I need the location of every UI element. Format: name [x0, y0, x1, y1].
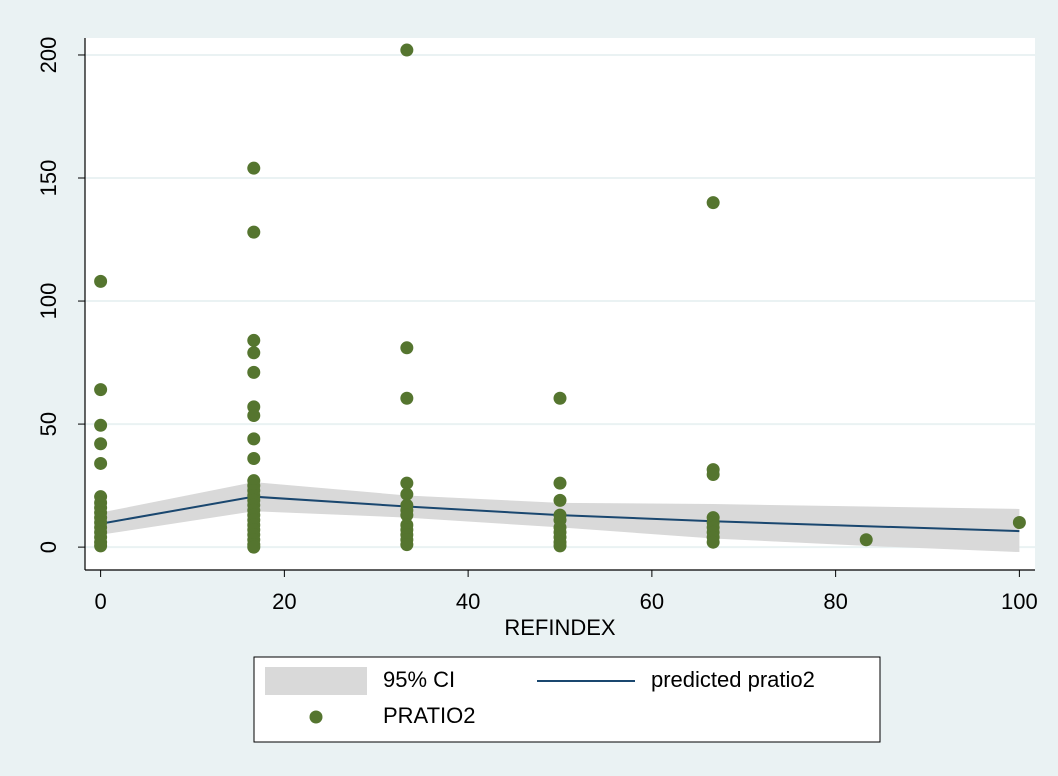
x-tick-label: 0: [94, 589, 106, 614]
point: [706, 196, 720, 210]
legend-swatch: [309, 710, 323, 724]
legend-label: PRATIO2: [383, 703, 476, 728]
point: [247, 540, 261, 554]
point: [94, 274, 108, 288]
point: [553, 539, 567, 553]
point: [553, 476, 567, 490]
marks: [94, 43, 1026, 554]
point: [400, 476, 414, 490]
point: [247, 432, 261, 446]
point: [400, 341, 414, 355]
x-tick-label: 80: [823, 589, 847, 614]
x-tick-label: 20: [272, 589, 296, 614]
y-tick-label: 200: [36, 37, 61, 74]
legend: 95% CI predicted pratio2 PRATIO2: [265, 667, 815, 728]
point: [706, 535, 720, 549]
point: [247, 161, 261, 175]
y-tick-label: 100: [36, 283, 61, 320]
y-tick-label: 150: [36, 160, 61, 197]
point: [706, 468, 720, 482]
point: [400, 538, 414, 552]
point: [553, 493, 567, 507]
point: [1012, 516, 1026, 530]
x-tick-label: 60: [640, 589, 664, 614]
point: [859, 533, 873, 547]
y-tick-label: 0: [36, 541, 61, 553]
point: [400, 508, 414, 522]
point: [94, 456, 108, 470]
point: [247, 346, 261, 360]
point: [247, 365, 261, 379]
x-tick-label: 40: [456, 589, 480, 614]
point: [247, 452, 261, 466]
legend-label: 95% CI: [383, 667, 455, 692]
legend-label: predicted pratio2: [651, 667, 815, 692]
point: [247, 225, 261, 239]
x-tick-label: 100: [1001, 589, 1038, 614]
ticks: 0 50 100 150 200 0 20 40 60 80 100: [36, 37, 1038, 614]
point: [400, 487, 414, 501]
y-tick-label: 50: [36, 412, 61, 436]
point: [400, 391, 414, 405]
legend-swatch: [265, 667, 367, 695]
point: [94, 418, 108, 432]
point: [94, 383, 108, 397]
x-axis-title: REFINDEX: [504, 615, 616, 640]
point: [247, 333, 261, 347]
point: [247, 408, 261, 422]
point: [94, 437, 108, 451]
point: [400, 43, 414, 57]
point: [94, 539, 108, 553]
point: [553, 391, 567, 405]
